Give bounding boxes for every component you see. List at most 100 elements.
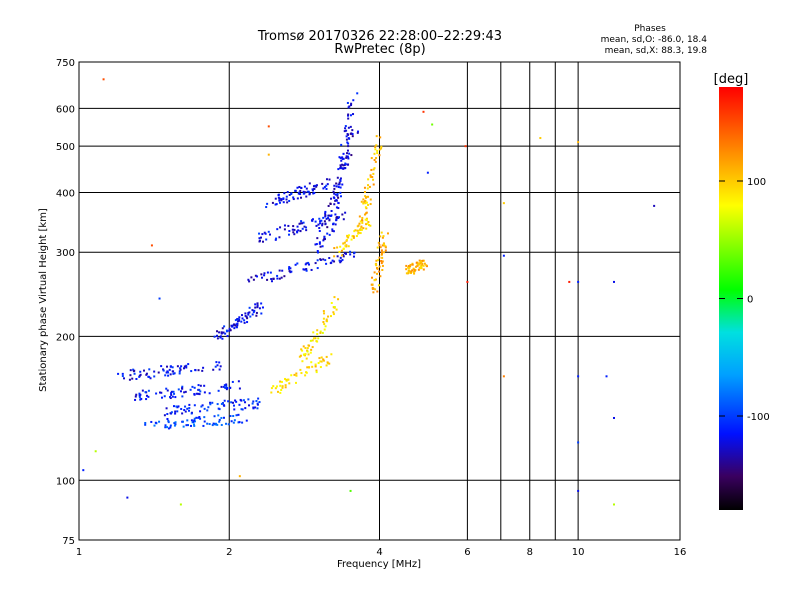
x-mode-point [363, 186, 366, 189]
o-mode-point [278, 269, 281, 272]
o-mode-point [188, 407, 191, 410]
x-mode-point [341, 254, 344, 257]
isolated-point [502, 254, 505, 257]
o-mode-point [260, 312, 263, 315]
o-mode-point [145, 398, 148, 401]
x-mode-point [381, 244, 384, 247]
x-mode-point [369, 198, 372, 201]
o-mode-point [181, 420, 184, 423]
o-mode-point [165, 387, 168, 390]
o-mode-point [186, 407, 189, 410]
o-mode-point [169, 365, 172, 368]
o-mode-point [336, 176, 339, 179]
x-mode-point [298, 355, 301, 358]
o-mode-point [173, 422, 176, 425]
x-mode-point [383, 244, 386, 247]
x-mode-point [371, 176, 374, 179]
o-mode-point [318, 241, 321, 244]
x-mode-point [422, 259, 425, 262]
o-mode-point [305, 229, 308, 232]
o-mode-point [166, 389, 169, 392]
o-mode-point [167, 421, 170, 424]
x-mode-point [365, 223, 368, 226]
x-mode-point [417, 268, 420, 271]
o-mode-point [234, 399, 237, 402]
o-mode-point [121, 372, 124, 375]
o-mode-point [199, 417, 202, 420]
o-mode-point [326, 183, 329, 186]
x-mode-point [376, 246, 379, 249]
o-mode-point [343, 252, 346, 255]
o-mode-point [187, 363, 190, 366]
o-mode-point [214, 423, 217, 426]
o-mode-point [224, 332, 227, 335]
o-mode-point [340, 167, 343, 170]
x-mode-point [377, 241, 380, 244]
o-mode-point [337, 196, 340, 199]
x-mode-point [359, 232, 362, 235]
o-mode-point [222, 416, 225, 419]
o-mode-point [167, 427, 170, 430]
x-mode-point [420, 265, 423, 268]
x-mode-point [411, 263, 414, 266]
o-mode-point [307, 261, 310, 264]
x-mode-point [327, 315, 330, 318]
x-mode-point [364, 202, 367, 205]
o-mode-point [323, 238, 326, 241]
x-tick-label: 16 [674, 547, 687, 558]
x-mode-point [405, 272, 408, 275]
o-mode-point [296, 262, 299, 265]
o-mode-point [275, 237, 278, 240]
x-mode-point [322, 310, 325, 313]
o-mode-point [322, 216, 325, 219]
o-mode-point [321, 182, 324, 185]
x-mode-point [371, 276, 374, 279]
x-mode-point [420, 261, 423, 264]
o-mode-point [177, 388, 180, 391]
o-mode-point [325, 178, 328, 181]
o-mode-point [206, 409, 209, 412]
o-mode-point [222, 385, 225, 388]
o-mode-point [223, 384, 226, 387]
o-mode-point [169, 395, 172, 398]
x-mode-point [361, 219, 364, 222]
x-mode-point [317, 362, 320, 365]
o-mode-point [165, 365, 168, 368]
x-mode-point [309, 351, 312, 354]
x-mode-point [272, 385, 275, 388]
isolated-point [267, 125, 270, 128]
o-mode-point [279, 226, 282, 229]
x-mode-point [325, 364, 328, 367]
x-mode-point [381, 251, 384, 254]
o-mode-point [219, 335, 222, 338]
x-mode-point [408, 264, 411, 267]
o-mode-point [226, 387, 229, 390]
o-mode-point [244, 314, 247, 317]
o-mode-point [342, 157, 345, 160]
o-mode-point [344, 127, 347, 130]
o-mode-point [188, 403, 191, 406]
o-mode-point [225, 385, 228, 388]
isolated-point [612, 503, 615, 506]
o-mode-point [338, 259, 341, 262]
o-mode-point [346, 101, 349, 104]
o-mode-point [212, 368, 215, 371]
o-mode-point [349, 114, 352, 117]
o-mode-point [241, 421, 244, 424]
x-mode-point [311, 346, 314, 349]
x-mode-point [330, 302, 333, 305]
o-mode-point [161, 396, 164, 399]
o-mode-point [307, 190, 310, 193]
o-mode-point [163, 395, 166, 398]
x-mode-point [365, 217, 368, 220]
o-mode-point [183, 409, 186, 412]
colorbar-tick-label: 100 [747, 177, 766, 188]
o-mode-point [341, 183, 344, 186]
x-mode-point [347, 236, 350, 239]
o-mode-point [300, 220, 303, 223]
o-mode-point [333, 203, 336, 206]
o-mode-point [199, 410, 202, 413]
o-mode-point [269, 271, 272, 274]
x-mode-point [369, 174, 372, 177]
